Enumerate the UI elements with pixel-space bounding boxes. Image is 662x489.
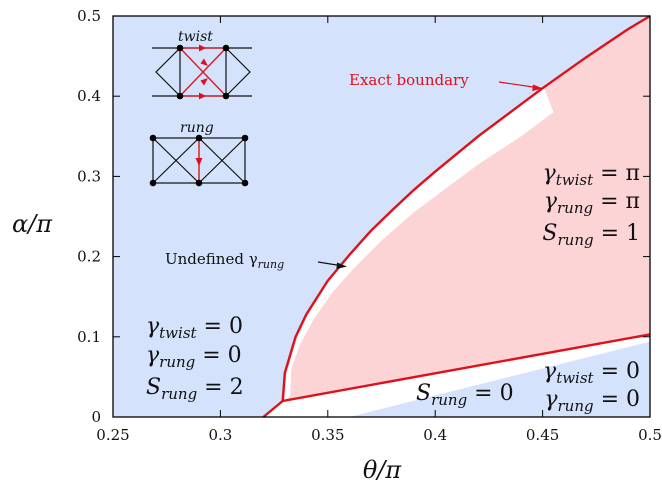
twist-site	[176, 44, 184, 52]
y-tick-label: 0.4	[77, 87, 101, 105]
axis-ticks: 0.25 0.3 0.35 0.4 0.45 0.5 0 0.1 0.2 0.3 0.4 0.5	[77, 7, 662, 444]
y-axis-title: α/π	[12, 210, 53, 238]
undefined-region	[284, 88, 554, 401]
exact-boundary-label: Exact boundary	[349, 71, 469, 89]
x-tick-label: 0.25	[96, 426, 129, 444]
twist-arrow-diag2	[200, 78, 208, 86]
region-right-label-line: γrung = π	[544, 189, 640, 217]
rung-inset: rung	[149, 120, 249, 187]
region-bottom-label-line: Srung = 0	[416, 381, 514, 409]
rung-site	[149, 134, 157, 142]
twist-red-diag2	[179, 47, 227, 97]
twist-inset-label: twist	[178, 29, 213, 45]
rung-diag	[152, 137, 200, 184]
x-tick-label: 0.45	[526, 426, 559, 444]
lower-boundary-line	[262, 333, 651, 418]
twist-inset: twist	[152, 29, 252, 100]
twist-site	[176, 92, 184, 100]
region-right-label-line: Srung = 1	[542, 221, 640, 249]
y-tick-label: 0.1	[77, 328, 101, 346]
undefined-gamma-main: Undefined γ	[165, 250, 258, 268]
annotations: Exact boundary Undefined γrung	[165, 71, 543, 271]
x-tick-label: 0.5	[638, 426, 662, 444]
undefined-gamma-label: Undefined γrung	[165, 250, 284, 271]
rung-site	[241, 134, 249, 142]
region-bottom-right-label-line: γrung = 0	[544, 387, 640, 415]
x-tick-label: 0.3	[208, 426, 232, 444]
twist-site	[222, 44, 230, 52]
twist-site	[222, 92, 230, 100]
twist-right-diamond	[225, 47, 251, 97]
region-bottom-right-label-line: γtwist = 0	[543, 359, 640, 387]
plot-frame	[112, 15, 651, 418]
y-tick-label: 0.3	[77, 167, 101, 185]
y-tick-label: 0	[91, 408, 101, 426]
undefined-gamma-arrowhead	[336, 262, 347, 269]
undefined-gamma-sub: rung	[258, 258, 284, 271]
phase-regions	[113, 16, 650, 417]
series-lines	[262, 14, 651, 418]
region-left-label-line: γtwist = 0	[146, 314, 243, 342]
rung-site	[195, 134, 203, 142]
region-pink-phase	[282, 16, 650, 401]
region-left-label-line: Srung = 2	[146, 375, 244, 403]
region-right-label-line: γtwist = π	[543, 161, 640, 189]
rung-site	[241, 179, 249, 187]
twist-left-diamond	[155, 47, 181, 97]
x-tick-label: 0.4	[423, 426, 447, 444]
y-tick-label: 0.2	[77, 248, 101, 266]
exact-boundary-arrowhead	[532, 84, 543, 91]
white-band-region	[263, 334, 650, 417]
rung-site	[195, 179, 203, 187]
x-axis-title: θ/π	[363, 456, 403, 484]
rung-inset-label: rung	[180, 120, 214, 136]
rung-diag	[198, 137, 246, 184]
twist-arrow-bottom	[199, 92, 206, 100]
x-tick-label: 0.35	[311, 426, 344, 444]
twist-arrow-diag1	[200, 58, 208, 66]
exact-boundary-line	[281, 14, 651, 402]
rung-site	[149, 179, 157, 187]
y-tick-label: 0.5	[77, 7, 101, 25]
twist-arrow-top	[199, 44, 206, 52]
rung-arrow	[195, 158, 203, 166]
region-left-label-line: γrung = 0	[146, 343, 242, 371]
